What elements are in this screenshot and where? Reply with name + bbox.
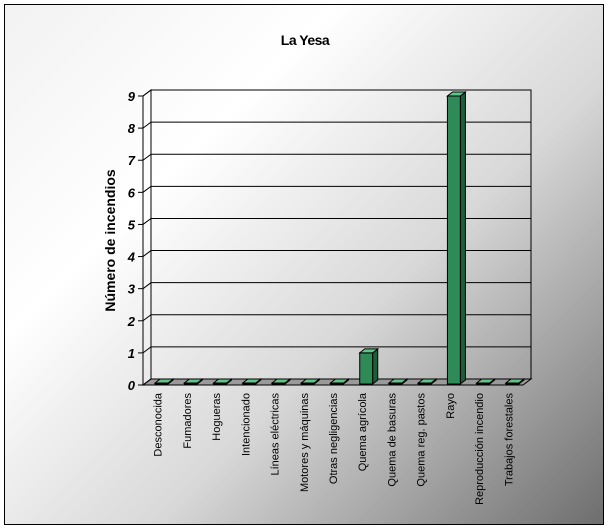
gridline: [142, 153, 531, 161]
x-tick-label: Quema reg. pastos: [416, 393, 428, 487]
y-tick-label: 3: [128, 282, 136, 297]
gridline: [142, 282, 531, 290]
y-tick-label: 6: [128, 185, 136, 200]
x-tick-label: Líneas eléctricas: [270, 393, 282, 476]
bar-top: [241, 378, 263, 384]
y-tick-label: 4: [127, 250, 136, 265]
plot-left-wall: [142, 89, 152, 386]
bar-top: [358, 348, 380, 354]
bar: [446, 95, 461, 385]
y-tick-label: 0: [128, 378, 136, 393]
y-tick-label: 8: [128, 121, 136, 136]
bar-side: [459, 90, 466, 386]
x-tick-label: Trabajos forestales: [503, 393, 515, 487]
x-tick-label: Quema agrícola: [357, 392, 369, 471]
bar-top: [329, 378, 350, 384]
gridline: [142, 121, 531, 129]
bar-top: [416, 378, 438, 384]
x-tick-label: Reproducción incendio: [474, 393, 486, 505]
y-tick-label: 7: [128, 153, 136, 168]
bar-side: [372, 347, 379, 386]
x-tick-label: Quema de basuras: [386, 393, 398, 487]
gridline: [142, 185, 531, 193]
y-tick-label: 9: [128, 89, 136, 104]
y-axis-label: Número de incendios: [102, 169, 118, 312]
x-tick-label: Desconocida: [153, 392, 165, 456]
y-tick-label: 2: [127, 314, 136, 329]
x-tick-label: Fumadores: [182, 393, 194, 449]
bar-top: [270, 378, 292, 384]
bar-top: [504, 378, 526, 384]
bar-top: [299, 378, 321, 384]
x-tick-label: Motores y máquinas: [299, 393, 311, 493]
bar: [359, 352, 374, 385]
gridline: [142, 89, 531, 97]
plot-back-wall: [150, 89, 532, 380]
gridline: [142, 217, 531, 225]
x-tick-label: Otras negligencias: [328, 393, 340, 485]
gridline: [142, 314, 531, 322]
bar-top: [182, 378, 204, 384]
chart-frame: [4, 4, 604, 525]
gridline: [142, 250, 531, 257]
bar-top: [153, 378, 175, 384]
bar-top: [475, 378, 497, 384]
x-tick-label: Rayo: [445, 393, 457, 419]
x-tick-label: Intencionado: [240, 393, 252, 456]
y-tick-label: 5: [128, 217, 136, 232]
x-tick-label: Hogueras: [211, 393, 223, 441]
chart-title: La Yesa: [280, 32, 330, 48]
gridline: [142, 346, 531, 354]
bar-top: [387, 378, 409, 384]
y-tick-label: 1: [128, 346, 135, 361]
bar-top: [445, 91, 467, 97]
bar-top: [212, 378, 234, 384]
